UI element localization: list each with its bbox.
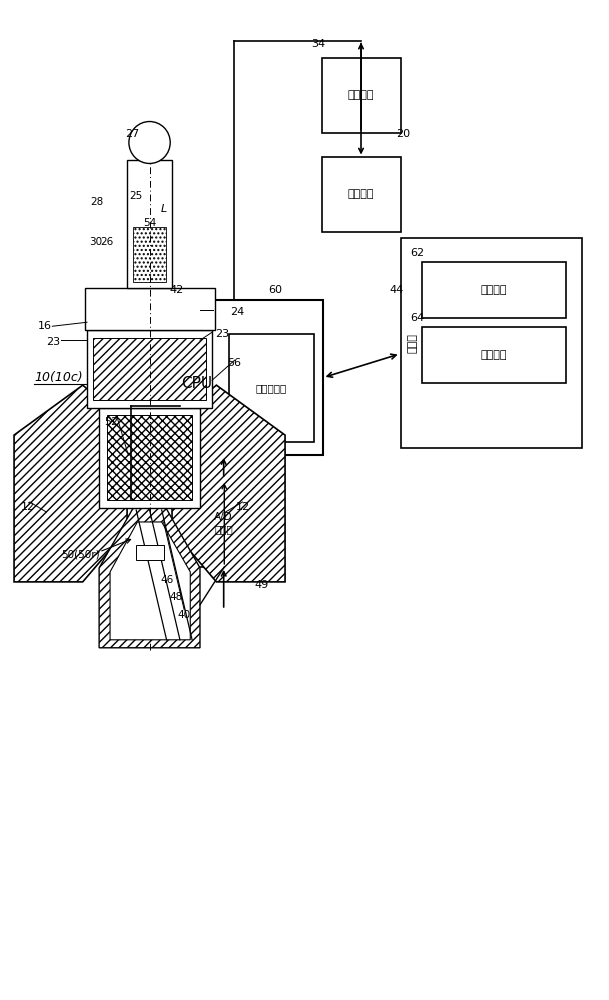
Bar — [87, 330, 212, 408]
Bar — [180, 300, 323, 455]
Text: 42: 42 — [170, 285, 184, 295]
Text: 成分定量部: 成分定量部 — [255, 383, 287, 393]
Polygon shape — [172, 385, 285, 582]
Polygon shape — [110, 522, 190, 640]
Bar — [127, 160, 172, 288]
Text: 49: 49 — [255, 580, 269, 590]
Text: A/D
转换器: A/D 转换器 — [214, 512, 233, 534]
Text: 10(10c): 10(10c) — [34, 371, 83, 384]
Bar — [133, 227, 166, 282]
Text: 60: 60 — [269, 285, 283, 295]
Bar — [107, 415, 192, 500]
Polygon shape — [14, 385, 127, 582]
Text: 操作按钮: 操作按钮 — [348, 90, 375, 100]
Text: 28: 28 — [90, 197, 104, 207]
Bar — [401, 238, 582, 448]
Text: 50(50r): 50(50r) — [62, 550, 100, 560]
Text: 40: 40 — [178, 610, 191, 620]
Text: 校正系数: 校正系数 — [481, 350, 507, 360]
Bar — [136, 545, 164, 560]
Text: 46: 46 — [161, 575, 174, 585]
Bar — [188, 479, 259, 567]
Text: 23: 23 — [46, 337, 61, 347]
Ellipse shape — [129, 122, 171, 163]
Bar — [422, 327, 566, 383]
Text: 54: 54 — [144, 218, 157, 228]
Text: 26: 26 — [100, 237, 113, 247]
Text: 52: 52 — [104, 417, 118, 427]
Text: 27: 27 — [125, 129, 139, 139]
Bar — [228, 334, 314, 442]
Text: 62: 62 — [410, 248, 424, 258]
Text: 16: 16 — [38, 321, 52, 331]
Text: 56: 56 — [228, 358, 242, 368]
Text: 23: 23 — [216, 329, 230, 339]
Text: 液晶面板: 液晶面板 — [348, 189, 375, 199]
Text: 24: 24 — [231, 307, 245, 317]
Bar — [322, 157, 401, 232]
Text: 48: 48 — [169, 592, 182, 602]
Polygon shape — [99, 508, 200, 648]
Bar — [422, 262, 566, 318]
Text: 存储器: 存储器 — [407, 333, 418, 353]
Text: 30: 30 — [89, 237, 102, 247]
Bar — [93, 338, 206, 400]
Text: CPU: CPU — [181, 376, 212, 391]
Bar — [99, 408, 200, 508]
Text: 20: 20 — [396, 129, 410, 139]
Bar — [85, 288, 214, 330]
Text: L: L — [160, 204, 167, 214]
Text: 64: 64 — [410, 313, 424, 323]
Text: 定量系数: 定量系数 — [481, 285, 507, 295]
Text: 25: 25 — [130, 191, 143, 201]
Text: 12: 12 — [236, 502, 250, 512]
Bar — [322, 58, 401, 133]
Text: 44: 44 — [390, 285, 404, 295]
Text: 34: 34 — [311, 39, 325, 49]
Text: 12: 12 — [21, 502, 35, 512]
